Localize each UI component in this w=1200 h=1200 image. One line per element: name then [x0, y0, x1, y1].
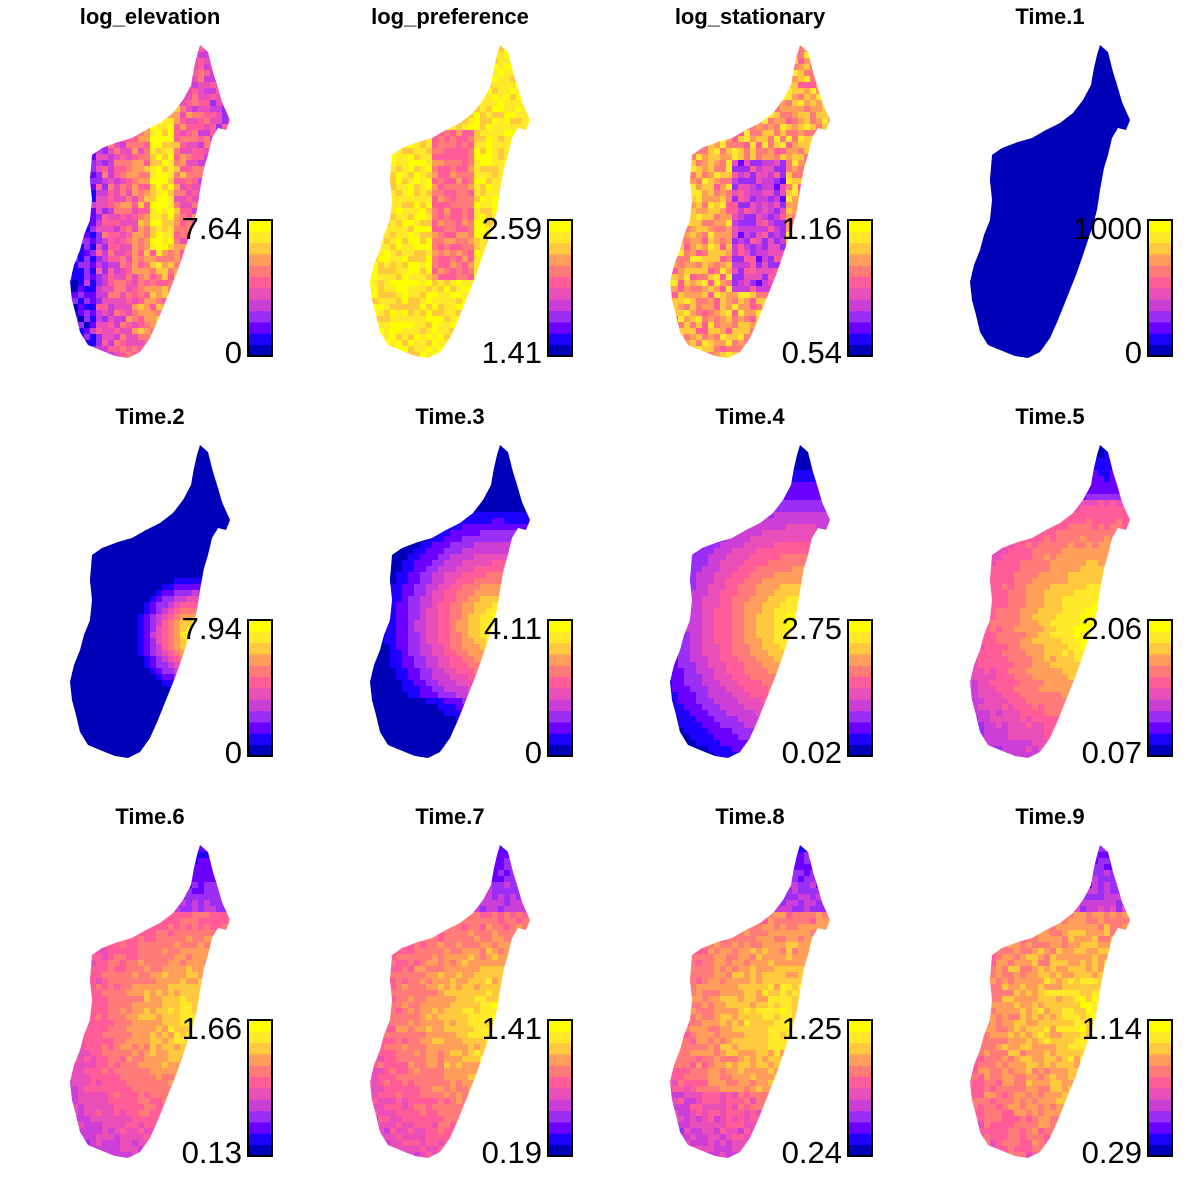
legend-min-label: 0.24: [781, 1135, 842, 1170]
legend-max-label: 2.75: [781, 611, 842, 646]
legend-max-label: 1.16: [781, 211, 842, 246]
legend-min-label: 0.07: [1081, 735, 1142, 770]
raster-cells: [370, 445, 530, 758]
map-panel: Time.8 1.25 0.24: [600, 800, 900, 1200]
legend-max-label: 1.66: [181, 1011, 242, 1046]
legend-max-label: 2.06: [1081, 611, 1142, 646]
raster-cells: [970, 45, 1130, 358]
raster-cells: [670, 445, 830, 758]
raster-map: [670, 45, 873, 358]
map-panel: log_elevation 7.64 0: [0, 0, 300, 400]
legend-colorbar: [847, 219, 873, 357]
legend-min-label: 0.54: [781, 335, 842, 370]
map-panel: Time.3 4.11 0: [300, 400, 600, 800]
panel-title: Time.4: [715, 404, 785, 429]
legend-min-label: 0: [524, 735, 542, 770]
map-panel: Time.4 2.75 0.02: [600, 400, 900, 800]
panel-title: log_preference: [371, 4, 529, 29]
raster-cells: [70, 845, 230, 1158]
legend-max-label: 2.59: [481, 211, 542, 246]
raster-map: [670, 445, 873, 758]
legend-max-label: 1000: [1073, 211, 1142, 246]
raster-cells: [370, 45, 530, 358]
map-panel: Time.7 1.41 0.19: [300, 800, 600, 1200]
map-panel: log_preference 2.59 1.41: [300, 0, 600, 400]
raster-map: [370, 845, 573, 1158]
legend-colorbar: [547, 1019, 573, 1157]
legend-min-label: 0.29: [1081, 1135, 1142, 1170]
legend-min-label: 0.13: [181, 1135, 242, 1170]
legend-colorbar: [547, 619, 573, 757]
raster-map: [70, 445, 273, 758]
legend-max-label: 4.11: [483, 611, 542, 646]
panel-title: Time.5: [1015, 404, 1085, 429]
raster-map: [70, 845, 273, 1158]
panel-title: Time.8: [715, 804, 785, 829]
raster-cells: [670, 45, 830, 358]
legend-max-label: 1.25: [781, 1011, 842, 1046]
panel-title: Time.3: [415, 404, 485, 429]
legend-colorbar: [247, 619, 273, 757]
raster-map: [70, 45, 273, 358]
legend-colorbar: [1147, 219, 1173, 357]
raster-map: [370, 445, 573, 758]
panel-title: Time.1: [1015, 4, 1085, 29]
raster-cells: [670, 845, 830, 1158]
raster-cells: [70, 45, 230, 358]
raster-map: [970, 445, 1173, 758]
raster-map: [970, 845, 1173, 1158]
legend-min-label: 0: [224, 335, 242, 370]
legend-max-label: 7.64: [181, 211, 242, 246]
legend-max-label: 7.94: [181, 611, 242, 646]
legend-min-label: 1.41: [481, 335, 542, 370]
legend-max-label: 1.41: [481, 1011, 542, 1046]
legend-min-label: 0: [1124, 335, 1142, 370]
map-panel: log_stationary 1.16 0.54: [600, 0, 900, 400]
raster-map: [970, 45, 1173, 358]
map-panel: Time.6 1.66 0.13: [0, 800, 300, 1200]
legend-min-label: 0: [224, 735, 242, 770]
legend-colorbar: [1147, 1019, 1173, 1157]
raster-cells: [370, 845, 530, 1158]
legend-colorbar: [247, 219, 273, 357]
raster-map: [670, 845, 873, 1158]
raster-cells: [970, 845, 1130, 1158]
legend-min-label: 0.02: [781, 735, 842, 770]
panel-title: Time.7: [415, 804, 485, 829]
map-panel: Time.1 1000 0: [900, 0, 1200, 400]
panel-title: log_elevation: [79, 4, 221, 29]
legend-colorbar: [247, 1019, 273, 1157]
map-panel: Time.5 2.06 0.07: [900, 400, 1200, 800]
legend-colorbar: [847, 619, 873, 757]
legend-min-label: 0.19: [481, 1135, 542, 1170]
panel-title: log_stationary: [674, 4, 826, 29]
raster-map: [370, 45, 573, 358]
map-panel: Time.2 7.94 0: [0, 400, 300, 800]
raster-cells: [70, 445, 230, 758]
panel-title: Time.2: [115, 404, 185, 429]
raster-cells: [970, 445, 1130, 758]
legend-max-label: 1.14: [1081, 1011, 1142, 1046]
panel-title: Time.9: [1015, 804, 1085, 829]
legend-colorbar: [547, 219, 573, 357]
legend-colorbar: [1147, 619, 1173, 757]
panel-title: Time.6: [115, 804, 185, 829]
map-panel: Time.9 1.14 0.29: [900, 800, 1200, 1200]
legend-colorbar: [847, 1019, 873, 1157]
